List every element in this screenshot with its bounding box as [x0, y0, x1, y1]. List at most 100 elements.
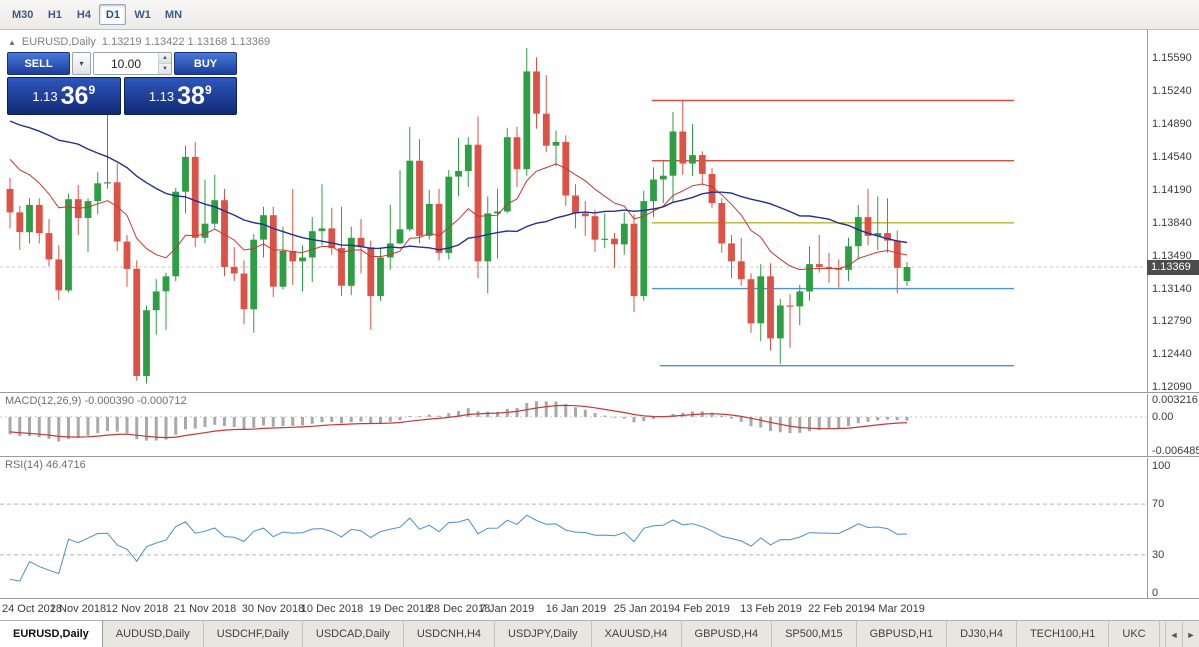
tab-audusd-daily[interactable]: AUDUSD,Daily	[103, 621, 204, 647]
tab-usdjpy-daily[interactable]: USDJPY,Daily	[495, 621, 592, 647]
price-axis: 1.15590 1.15240 1.14890 1.14540 1.14190 1.138…	[1147, 30, 1199, 392]
date-axis-label: 25 Jan 2019	[613, 603, 675, 615]
price-axis-label: 1.13840	[1152, 217, 1192, 229]
tab-usdcad-daily[interactable]: USDCAD,Daily	[303, 621, 404, 647]
chart-tabs-bar: EURUSD,Daily AUDUSD,Daily USDCHF,Daily USDC…	[0, 620, 1199, 647]
price-axis-label: 1.14540	[1152, 151, 1192, 163]
timeframe-button-H4[interactable]: H4	[76, 8, 91, 21]
buy-price-big: 38	[177, 81, 205, 110]
tab-tech100-h1[interactable]: TECH100,H1	[1017, 621, 1110, 647]
price-axis-label: 1.13490	[1152, 250, 1192, 262]
date-axis-label: 7 Jan 2019	[479, 603, 535, 615]
macd-label: MACD(12,26,9) -0.000390 -0.000712	[5, 395, 187, 407]
volume-field: ▲ ▼	[93, 52, 172, 75]
macd-signal-line	[9, 404, 908, 439]
support-resistance-lines[interactable]	[652, 99, 1014, 367]
buy-button[interactable]: BUY	[174, 52, 237, 75]
price-axis-label: 1.12790	[1152, 315, 1192, 327]
rsi-axis-label: 70	[1152, 498, 1165, 510]
price-panel: ▲ EURUSD,Daily 1.13219 1.13422 1.13168 1…	[0, 30, 1199, 392]
ohlc-values: 1.13219 1.13422 1.13168 1.13369	[101, 36, 271, 48]
ma-slow-line	[9, 120, 908, 251]
chart-title: ▲ EURUSD,Daily 1.13219 1.13422 1.13168 1…	[8, 36, 270, 48]
volume-increase-button[interactable]: ▲	[159, 53, 171, 64]
current-price-badge: 1.13369	[1147, 260, 1199, 275]
date-axis-label: 2 Nov 2018	[49, 603, 107, 615]
tab-dj30-h4[interactable]: DJ30,H4	[947, 621, 1017, 647]
tabs-scroll-controls: ◄ ►	[1165, 622, 1199, 647]
tab-eurusd-daily[interactable]: EURUSD,Daily	[0, 621, 103, 647]
tab-gbpusd-h1[interactable]: GBPUSD,H1	[857, 621, 948, 647]
price-axis-label: 1.14190	[1152, 184, 1192, 196]
price-axis-label: 1.12090	[1152, 381, 1192, 392]
date-axis: 24 Oct 2018 2 Nov 2018 12 Nov 2018 21 Nov 2…	[0, 598, 1199, 620]
volume-stepper: ▲ ▼	[158, 53, 171, 74]
candles	[6, 47, 911, 384]
rsi-panel: RSI(14) 46.4716 100 70 30 0	[0, 456, 1199, 598]
sell-price-prefix: 1.13	[32, 88, 58, 104]
date-axis-label: 10 Dec 2018	[300, 603, 364, 615]
date-axis-label: 4 Mar 2019	[869, 603, 925, 615]
date-axis-label: 30 Nov 2018	[241, 603, 305, 615]
buy-price-display[interactable]: 1.13 38 9	[123, 77, 237, 115]
rsi-axis: 100 70 30 0	[1147, 458, 1199, 598]
macd-histogram	[8, 401, 909, 442]
date-axis-label: 24 Oct 2018	[2, 603, 62, 615]
price-axis-label: 1.15590	[1152, 52, 1192, 64]
macd-axis-label: 0.00	[1152, 411, 1174, 423]
date-axis-label: 12 Nov 2018	[105, 603, 169, 615]
macd-axis-label: 0.003216	[1152, 394, 1198, 406]
sell-price-display[interactable]: 1.13 36 9	[7, 77, 121, 115]
chevron-down-icon: ▾	[79, 59, 84, 68]
trade-panel-toggle-icon[interactable]: ▲	[8, 37, 16, 47]
ma-fast-line	[9, 159, 908, 271]
rsi-chart[interactable]	[0, 458, 1146, 598]
volume-dropdown-button[interactable]: ▾	[72, 52, 91, 75]
tab-usdcnh-h4[interactable]: USDCNH,H4	[404, 621, 496, 647]
rsi-axis-label: 30	[1152, 549, 1165, 561]
timeframe-button-D1[interactable]: D1	[99, 4, 127, 25]
price-axis-label: 1.13140	[1152, 283, 1192, 295]
chart-window: ▲ EURUSD,Daily 1.13219 1.13422 1.13168 1…	[0, 30, 1199, 620]
date-axis-label: 16 Jan 2019	[545, 603, 607, 615]
timeframe-button-H1[interactable]: H1	[47, 8, 62, 21]
buy-price-prefix: 1.13	[148, 88, 175, 104]
price-axis-label: 1.15240	[1152, 85, 1192, 97]
macd-chart[interactable]	[0, 394, 1146, 456]
symbol-name: EURUSD,Daily	[21, 36, 96, 48]
date-axis-label: 21 Nov 2018	[173, 603, 237, 615]
rsi-axis-label: 100	[1152, 460, 1171, 472]
timeframe-button-W1[interactable]: W1	[134, 8, 151, 21]
date-axis-label: 13 Feb 2019	[740, 603, 802, 615]
timeframe-button-MN[interactable]: MN	[164, 8, 183, 21]
volume-input[interactable]	[94, 53, 158, 74]
timeframe-button-M30[interactable]: M30	[12, 8, 34, 21]
macd-axis: 0.003216 0.00 -0.006485	[1147, 394, 1199, 456]
rsi-label: RSI(14) 46.4716	[5, 459, 86, 471]
buy-price-sup: 9	[204, 83, 212, 97]
tab-ukc[interactable]: UKC	[1109, 621, 1160, 647]
price-axis-label: 1.12440	[1152, 348, 1192, 360]
candlestick-chart[interactable]	[0, 30, 1146, 392]
sell-price-sup: 9	[88, 83, 96, 97]
tabs-scroll-left-button[interactable]: ◄	[1165, 622, 1182, 647]
date-axis-label: 22 Feb 2019	[808, 603, 870, 615]
rsi-line	[9, 514, 908, 582]
date-axis-label: 19 Dec 2018	[368, 603, 432, 615]
tab-sp500-m15[interactable]: SP500,M15	[772, 621, 857, 647]
date-axis-label: 4 Feb 2019	[674, 603, 730, 615]
volume-decrease-button[interactable]: ▼	[159, 64, 171, 74]
tab-usdchf-daily[interactable]: USDCHF,Daily	[204, 621, 303, 647]
macd-panel: MACD(12,26,9) -0.000390 -0.000712 0.0032…	[0, 392, 1199, 456]
sell-price-big: 36	[60, 81, 89, 110]
tab-xauusd-h4[interactable]: XAUUSD,H4	[592, 621, 682, 647]
date-axis-label: 28 Dec 2018	[427, 603, 491, 615]
tab-gbpusd-h4[interactable]: GBPUSD,H4	[682, 621, 773, 647]
sell-button[interactable]: SELL	[7, 52, 70, 75]
tabs-scroll-right-button[interactable]: ►	[1182, 622, 1199, 647]
rsi-axis-label: 0	[1152, 587, 1159, 598]
price-axis-label: 1.14890	[1152, 118, 1192, 130]
macd-axis-label: -0.006485	[1152, 445, 1199, 456]
timeframe-toolbar: M30 H1 H4 D1 W1 MN	[0, 0, 1199, 30]
